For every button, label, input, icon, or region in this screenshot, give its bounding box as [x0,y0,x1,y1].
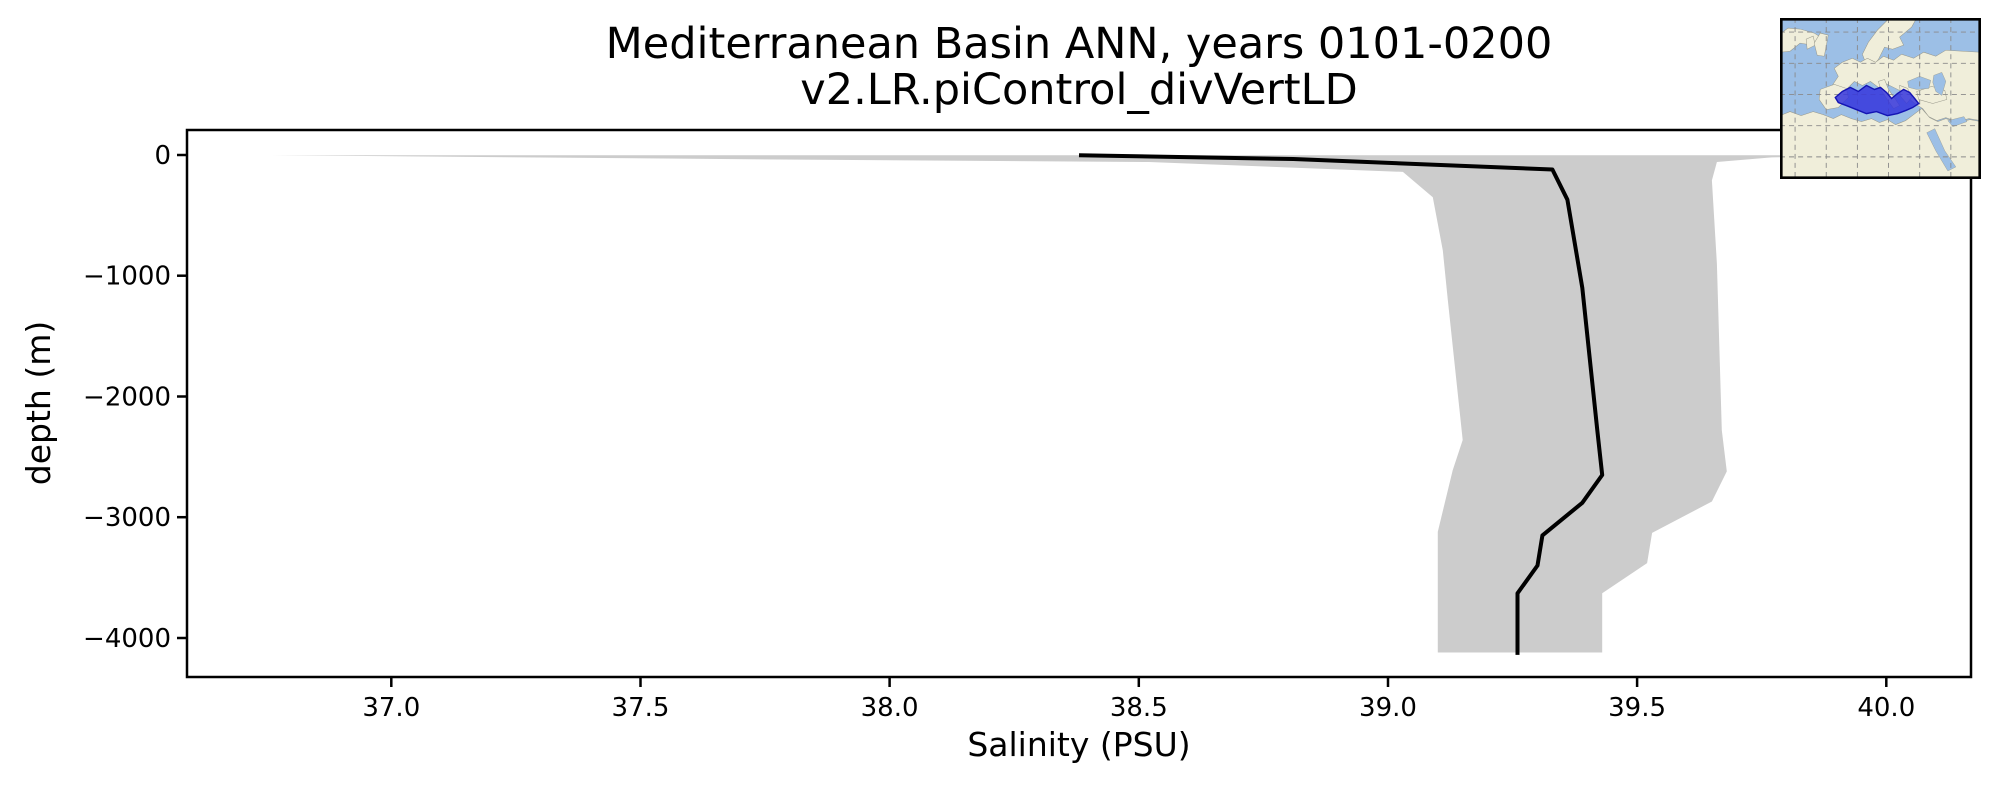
y-tick-label: −2000 [83,383,171,413]
y-axis-ticks: 0 −1000 −2000 −3000 −4000 [83,141,187,654]
plot-area-border [185,128,1973,679]
x-tick-label: 39.5 [1608,693,1666,723]
map-land-scandinavia [1862,18,1917,67]
chart-title: Mediterranean Basin ANN, years 0101-0200 [606,19,1553,69]
x-tick-label: 37.0 [362,693,420,723]
y-axis-label: depth (m) [19,321,58,485]
y-tick-label: −4000 [83,624,171,654]
x-tick-label: 40.0 [1857,693,1915,723]
x-axis-label: Salinity (PSU) [967,725,1190,764]
x-tick-label: 39.0 [1359,693,1417,723]
chart-subtitle: v2.LR.piControl_divVertLD [800,65,1357,115]
x-tick-label: 38.0 [861,693,919,723]
x-axis-ticks: 37.0 37.5 38.0 38.5 39.0 39.5 40.0 [362,677,1915,723]
map-land-europe-mainland [1831,49,1981,122]
profile-line-layer [1078,153,1605,655]
x-tick-label: 37.5 [612,693,670,723]
y-tick-label: −3000 [83,503,171,533]
y-tick-label: −1000 [83,262,171,292]
map-land-ireland [1805,35,1816,50]
x-tick-label: 38.5 [1110,693,1168,723]
y-tick-label: 0 [154,141,171,171]
map-red-sea [1926,128,1957,172]
mediterranean-highlight-region [1834,84,1920,117]
min-max-envelope-band [271,155,1927,653]
map-land-britain [1813,32,1829,57]
map-persian-gulf [1947,116,1968,127]
inset-map [1780,18,1981,179]
mean-salinity-profile-line [1078,153,1605,655]
map-caspian-sea [1932,72,1947,96]
envelope-layer [271,155,1927,653]
map-border [1780,18,1981,179]
